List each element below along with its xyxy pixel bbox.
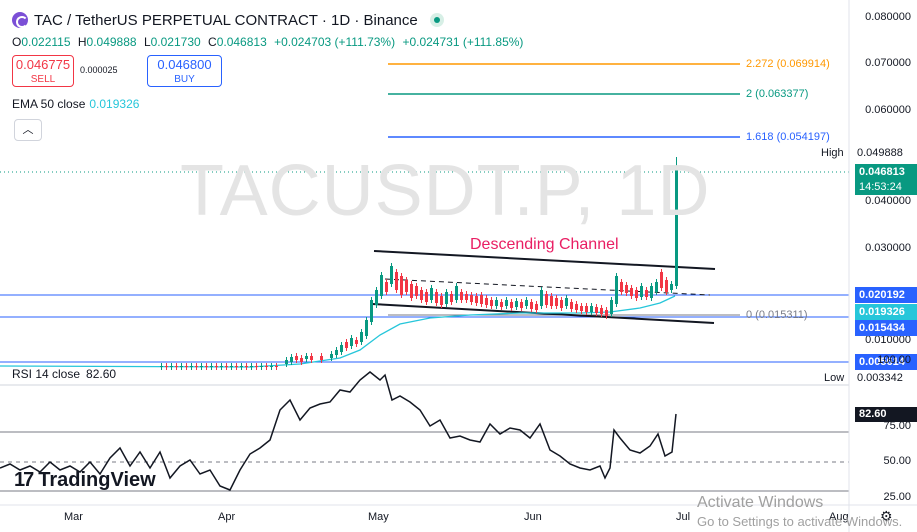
windows-activation-overlay: Activate Windows Go to Settings to activ…	[697, 494, 902, 529]
sell-label: SELL	[30, 74, 56, 85]
high-label: H	[77, 35, 87, 49]
channel-mid-line	[384, 278, 711, 296]
sell-button[interactable]: 0.046775 SELL	[12, 55, 74, 87]
ema-value: 0.019326	[89, 97, 140, 111]
price-tick: 0.070000	[865, 57, 911, 69]
rsi-value-tag: 82.60	[855, 407, 917, 422]
price-tick: 0.030000	[865, 242, 911, 254]
channel-top-line	[373, 250, 716, 270]
buy-button[interactable]: 0.046800 BUY	[147, 55, 222, 87]
sell-price: 0.046775	[15, 57, 71, 72]
fib-label-0: 0 (0.015311)	[746, 309, 808, 321]
chart-title[interactable]: TAC / TetherUS PERPETUAL CONTRACT · 1D ·…	[34, 11, 418, 29]
time-tick: Aug	[829, 511, 849, 523]
candles-group	[160, 157, 678, 370]
fib-label-2272: 2.272 (0.069914)	[746, 58, 830, 70]
rsi-tick: 100.00	[877, 354, 911, 366]
tradingview-mark-icon: 17	[14, 469, 34, 491]
rsi-tick: 75.00	[883, 420, 911, 432]
activate-subtitle: Go to Settings to activate Windows.	[697, 514, 903, 529]
price-tick: 0.060000	[865, 104, 911, 116]
high-tag-value: 0.049888	[854, 147, 906, 159]
close-label: C	[208, 35, 217, 49]
ohlc-legend: O0.022115 H0.049888 L0.021730 C0.046813 …	[12, 35, 527, 49]
change-value: +0.024703 (+111.73%)	[274, 35, 396, 49]
change-value-2: +0.024731 (+111.85%)	[402, 35, 524, 49]
rsi-legend[interactable]: RSI 14 close 82.60	[12, 367, 116, 381]
price-tick: 0.080000	[865, 11, 911, 23]
fib-label-1618: 1.618 (0.054197)	[746, 131, 830, 143]
tradingview-wordmark: TradingView	[38, 469, 156, 491]
ema-legend[interactable]: EMA 50 close 0.019326	[12, 97, 139, 111]
settings-gear-icon[interactable]: ⚙	[880, 508, 893, 524]
level-tag-1: 0.020192	[855, 287, 917, 303]
low-value: 0.021730	[150, 35, 201, 49]
symbol-watermark: TACUSDT.P, 1D	[180, 151, 711, 231]
high-tag-label: High	[818, 147, 847, 159]
open-label: O	[12, 35, 22, 49]
time-tick: May	[368, 511, 389, 523]
rsi-label: RSI 14 close	[12, 367, 81, 381]
open-value: 0.022115	[21, 35, 71, 49]
countdown-tag: 14:53:24	[855, 179, 917, 195]
chevron-up-icon: ︿	[22, 124, 34, 136]
ema-tag: 0.019326	[855, 304, 917, 320]
symbol-logo-icon	[12, 12, 28, 28]
rsi-tick: 25.00	[883, 491, 911, 503]
low-tag-value: 0.003342	[854, 372, 906, 384]
price-tick: 0.010000	[865, 334, 911, 346]
buy-price: 0.046800	[157, 57, 212, 72]
time-tick: Apr	[218, 511, 236, 523]
last-price-tag: 0.046813	[855, 164, 917, 180]
collapse-legend-button[interactable]: ︿	[14, 119, 42, 141]
low-tag-label: Low	[821, 372, 848, 384]
time-tick: Mar	[64, 511, 83, 523]
rsi-value: 82.60	[86, 367, 117, 381]
fib-label-2: 2 (0.063377)	[746, 88, 809, 100]
ema50-line	[0, 295, 676, 368]
high-value: 0.049888	[86, 35, 137, 49]
tradingview-logo[interactable]: 17 TradingView	[14, 469, 156, 492]
level-tag-2: 0.015434	[855, 320, 917, 336]
rsi-line	[0, 371, 677, 491]
time-tick: Jul	[676, 511, 691, 523]
price-tick: 0.040000	[865, 195, 911, 207]
rsi-tick: 50.00	[883, 455, 911, 467]
ema-label: EMA 50 close	[12, 97, 86, 111]
spread-value: 0.000025	[80, 65, 118, 75]
level-tag-3: 0.005614	[855, 354, 917, 370]
chart-header[interactable]: TAC / TetherUS PERPETUAL CONTRACT · 1D ·…	[12, 10, 444, 30]
close-value: 0.046813	[216, 35, 267, 49]
activate-title: Activate Windows	[697, 494, 824, 511]
market-open-icon	[429, 13, 444, 27]
low-label: L	[143, 35, 151, 49]
channel-annotation[interactable]: Descending Channel	[470, 236, 619, 253]
time-tick: Jun	[524, 511, 542, 523]
buy-label: BUY	[174, 74, 195, 85]
